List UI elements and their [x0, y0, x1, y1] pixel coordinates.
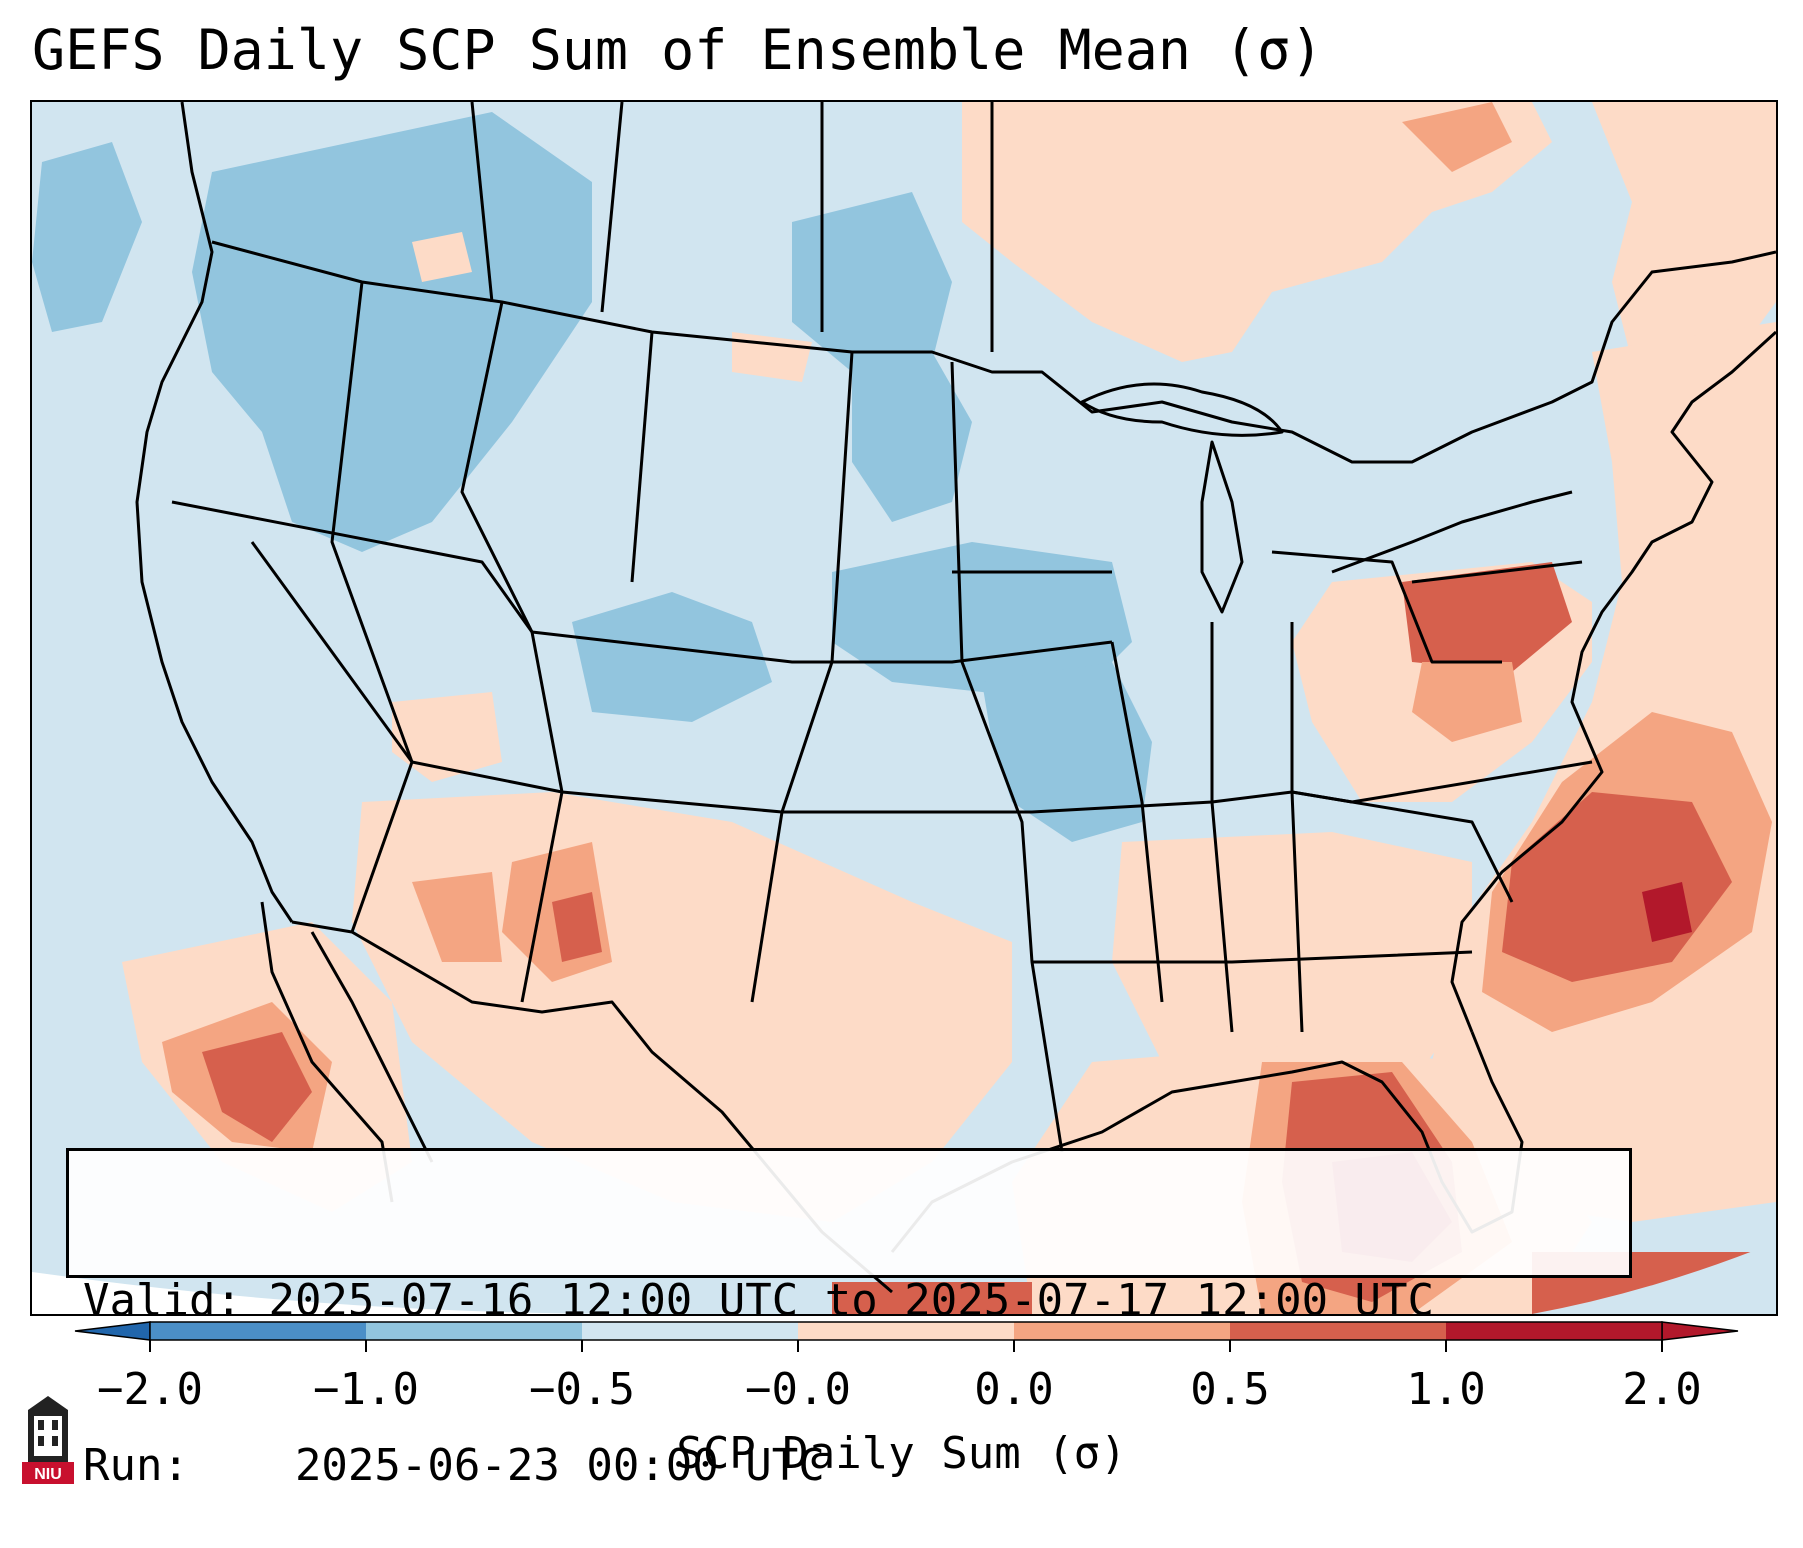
- anomaly-region: [192, 112, 592, 552]
- anomaly-region: [552, 892, 602, 962]
- colorbar-segment: [582, 1322, 798, 1340]
- valid-label: Valid:: [83, 1275, 242, 1326]
- chart-title: GEFS Daily SCP Sum of Ensemble Mean (σ): [32, 18, 1324, 82]
- anomaly-region: [1412, 662, 1522, 742]
- anomaly-region: [792, 192, 952, 372]
- colorbar-segment: [1014, 1322, 1230, 1340]
- validity-info-box: Valid: 2025-07-16 12:00 UTC to 2025-07-1…: [66, 1148, 1632, 1491]
- colorbar-tick-label: 0.0: [974, 1364, 1054, 1415]
- anomaly-region: [832, 1282, 1032, 1314]
- colorbar-outline: [149, 1321, 1663, 1341]
- us-canada-border: [211, 240, 1776, 464]
- colorbar-segment: [150, 1322, 366, 1340]
- colorbar-tick-label: −0.0: [745, 1364, 851, 1415]
- run-value: 2025-06-23 00:00 UTC: [294, 1440, 825, 1491]
- anomaly-region: [202, 1032, 312, 1142]
- colorbar-segment: [1230, 1322, 1446, 1340]
- lake-michigan: [1200, 440, 1244, 614]
- colorbar-tick-label: −0.5: [529, 1364, 635, 1415]
- colorbar-label: SCP Daily Sum (σ): [676, 1428, 1127, 1479]
- lake-erie-ontario: [1331, 490, 1573, 574]
- run-row: Run: 2025-06-23 00:00 UTC: [83, 1438, 1615, 1493]
- colorbar-extend-high: [1661, 1321, 1739, 1341]
- colorbar-tick-label: 1.0: [1406, 1364, 1486, 1415]
- anomaly-region: [962, 102, 1552, 362]
- anomaly-region: [1642, 882, 1692, 942]
- projection-outer-edge: [32, 1272, 632, 1314]
- anomaly-region: [1592, 102, 1776, 402]
- colorbar-segment: [366, 1322, 582, 1340]
- niu-logo: NIU: [22, 1396, 74, 1484]
- colorbar-segment: [798, 1322, 1014, 1340]
- anomaly-region: [982, 662, 1152, 842]
- anomaly-region: [392, 692, 502, 782]
- colorbar-tick-label: 2.0: [1622, 1364, 1702, 1415]
- colorbar: [74, 1321, 1739, 1352]
- run-label: Run:: [83, 1440, 189, 1491]
- boundaries: [135, 102, 1776, 1294]
- us-west-coast: [135, 102, 294, 923]
- colorbar-tick-label: 0.5: [1190, 1364, 1270, 1415]
- anomaly-region: [412, 232, 472, 282]
- logo-text: NIU: [34, 1466, 62, 1483]
- anomaly-region: [32, 142, 142, 332]
- colorbar-extend-low: [74, 1321, 151, 1341]
- atlantic-coast: [1450, 330, 1776, 1033]
- map: [32, 102, 1776, 1314]
- anomaly-region: [412, 872, 502, 962]
- anomaly-region: [572, 592, 772, 722]
- valid-value: 2025-07-16 12:00 UTC to 2025-07-17 12:00…: [268, 1275, 1435, 1326]
- valid-row: Valid: 2025-07-16 12:00 UTC to 2025-07-1…: [83, 1273, 1615, 1328]
- colorbar-tick-label: −2.0: [97, 1364, 203, 1415]
- lake-superior: [1080, 382, 1284, 437]
- colorbar-segment: [1446, 1322, 1662, 1340]
- anomaly-region: [1112, 832, 1472, 1082]
- map-panel: [30, 100, 1778, 1316]
- anomaly-region: [1402, 102, 1512, 172]
- colorbar-tick-label: −1.0: [313, 1364, 419, 1415]
- anomaly-region: [1402, 562, 1572, 672]
- anomaly-region: [852, 352, 972, 522]
